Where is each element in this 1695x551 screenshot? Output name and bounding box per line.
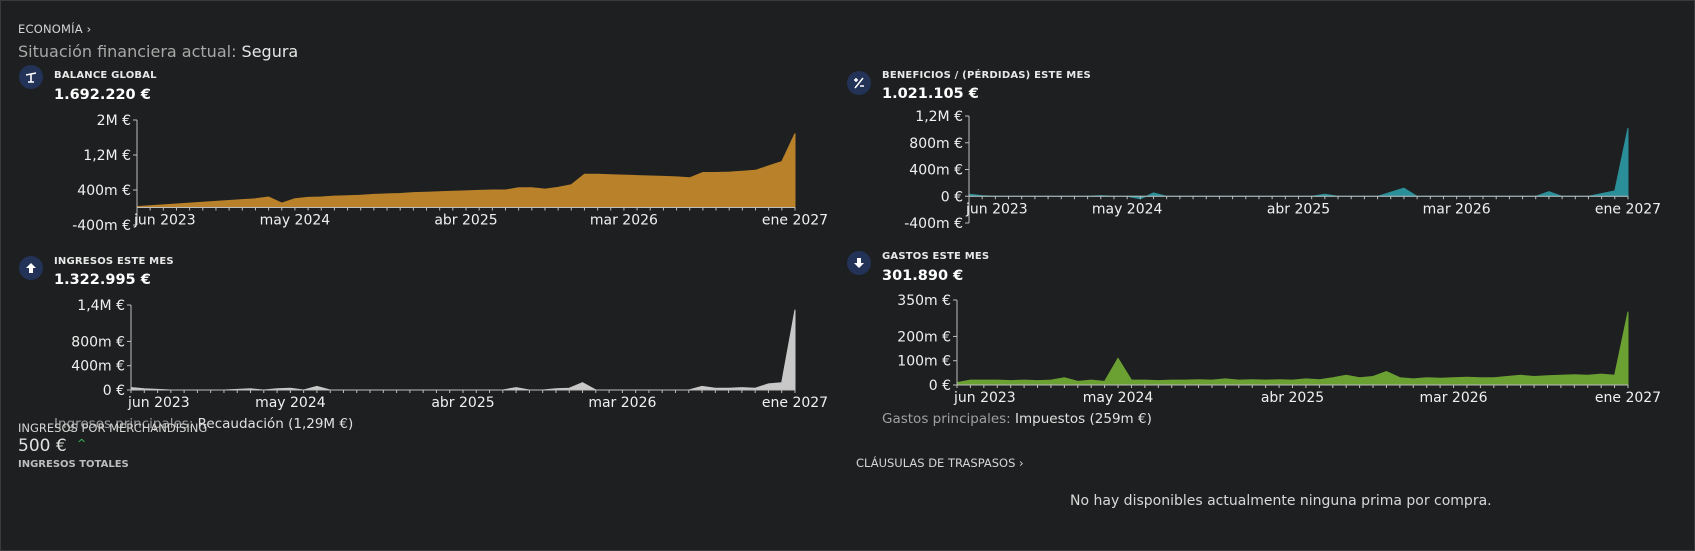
financial-status-value: Segura xyxy=(241,42,299,61)
balance-title: BALANCE GLOBAL xyxy=(54,70,157,81)
empty-bonus-message: No hay disponibles actualmente ninguna p… xyxy=(1070,493,1492,509)
expenses-y-tick-label: 100m € xyxy=(897,354,951,370)
profit-y-tick-label: 0 € xyxy=(941,189,963,205)
balance-x-tick-label: jun 2023 xyxy=(133,213,196,229)
balance-chart: 2M € 1,2M € 400m € -400m € jun 2023 may 2024 a… xyxy=(72,113,828,234)
balance-y-tick-label: -400m € xyxy=(72,218,131,234)
profit-x-tick-label: jun 2023 xyxy=(965,201,1028,217)
income-series-area xyxy=(130,309,796,391)
income-x-tick-label: abr 2025 xyxy=(431,395,494,411)
profit-x-tick-label: mar 2026 xyxy=(1423,201,1491,217)
trend-up-icon: ^ xyxy=(77,437,87,450)
balance-y-tick-label: 400m € xyxy=(77,183,131,199)
expenses-value: 301.890 € xyxy=(882,268,964,284)
income-value: 1.322.995 € xyxy=(54,272,151,288)
profit-title: BENEFICIOS / (PÉRDIDAS) ESTE MES xyxy=(882,70,1091,81)
economy-section-link[interactable]: ECONOMÍA › xyxy=(18,22,92,36)
balance-x-tick-label: mar 2026 xyxy=(590,213,658,229)
income-summary-value: Recaudación (1,29M €) xyxy=(197,416,354,432)
expenses-x-tick-label: ene 2027 xyxy=(1595,390,1661,406)
income-x-tick-label: may 2024 xyxy=(255,395,326,411)
balance-x-tick-label: abr 2025 xyxy=(434,213,497,229)
balance-y-tick-label: 1,2M € xyxy=(83,148,131,164)
income-chart: 1,4M € 800m € 400m € 0 €jun 2023 may 2024 abr… xyxy=(71,298,828,411)
expenses-y-tick-label: 350m € xyxy=(897,293,951,309)
income-title: INGRESOS ESTE MES xyxy=(54,256,174,267)
balance-y-tick-label: 2M € xyxy=(97,113,131,129)
expenses-y-tick-label: 200m € xyxy=(897,329,951,345)
profit-y-tick-label: 800m € xyxy=(909,136,963,152)
expenses-y-tick-label: 0 € xyxy=(929,378,951,394)
financial-status-label: Situación financiera actual: xyxy=(18,42,242,61)
merchandising-subtitle: INGRESOS TOTALES xyxy=(18,459,129,470)
income-x-tick-label: ene 2027 xyxy=(762,395,828,411)
expenses-summary-value: Impuestos (259m €) xyxy=(1015,411,1152,427)
arrow-down-icon xyxy=(847,251,871,275)
transfer-clauses-link[interactable]: CLÁUSULAS DE TRASPASOS › xyxy=(856,456,1024,470)
profit-series-area xyxy=(968,127,1629,200)
arrow-up-icon xyxy=(19,256,43,280)
profit-x-tick-label: may 2024 xyxy=(1092,201,1163,217)
plus-minus-icon xyxy=(847,71,871,95)
expenses-summary-label: Gastos principales: xyxy=(882,411,1016,427)
balance-scale-icon xyxy=(19,65,43,89)
expenses-summary: Gastos principales: Impuestos (259m €) xyxy=(882,411,1152,427)
income-y-tick-label: 0 € xyxy=(103,383,125,399)
balance-x-tick-label: may 2024 xyxy=(260,213,331,229)
profit-x-tick-label: ene 2027 xyxy=(1595,201,1661,217)
merchandising-title: INGRESOS POR MERCHANDISING xyxy=(18,421,208,435)
profit-x-tick-label: abr 2025 xyxy=(1267,201,1330,217)
income-summary-label: Ingresos principales: xyxy=(54,416,198,432)
balance-x-tick-label: ene 2027 xyxy=(762,213,828,229)
balance-value: 1.692.220 € xyxy=(54,87,151,103)
income-y-tick-label: 1,4M € xyxy=(77,298,125,314)
financial-status: Situación financiera actual: Segura xyxy=(18,42,298,61)
balance-series-area xyxy=(136,133,796,208)
income-y-tick-label: 400m € xyxy=(71,359,125,375)
expenses-x-tick-label: mar 2026 xyxy=(1420,390,1488,406)
profit-value: 1.021.105 € xyxy=(882,86,979,102)
profit-y-tick-label: 400m € xyxy=(909,163,963,179)
income-y-tick-label: 800m € xyxy=(71,334,125,350)
merchandising-value: 500 € xyxy=(18,436,67,456)
income-x-tick-label: jun 2023 xyxy=(127,395,190,411)
profit-y-tick-label: -400m € xyxy=(904,216,963,232)
profit-chart: 1,2M € 800m € 400m € 0 € -400m €jun 2023 may … xyxy=(904,109,1661,232)
expenses-x-tick-label: may 2024 xyxy=(1083,390,1154,406)
income-summary: Ingresos principales: Recaudación (1,29M… xyxy=(54,416,353,432)
income-x-tick-label: mar 2026 xyxy=(588,395,656,411)
expenses-series-area xyxy=(956,311,1629,386)
expenses-chart: 350m € 200m € 100m € 0 €jun 2023 may 2024 abr… xyxy=(897,293,1661,406)
expenses-x-tick-label: abr 2025 xyxy=(1261,390,1324,406)
expenses-x-tick-label: jun 2023 xyxy=(953,390,1016,406)
expenses-title: GASTOS ESTE MES xyxy=(882,251,990,262)
profit-y-tick-label: 1,2M € xyxy=(915,109,963,125)
